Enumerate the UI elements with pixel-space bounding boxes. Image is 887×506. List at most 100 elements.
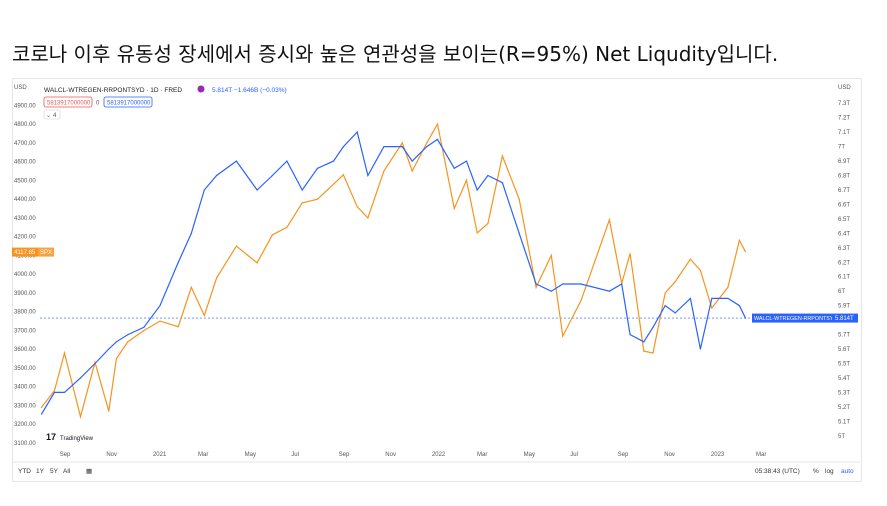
liquidity-data-point [562,283,564,285]
left-tick-label: 3800.00 [14,310,36,316]
right-tick-label: 7.1T [838,130,850,136]
liquidity-data-point [401,146,403,148]
spx-data-point [664,292,666,294]
right-tick-label: 6.3T [838,246,850,252]
right-tick-label: 6.9T [838,159,850,165]
spx-data-point [203,314,205,317]
time-tick-label: 2021 [153,452,167,458]
liquidity-data-point [426,146,428,148]
liquidity-data-point [411,160,413,162]
spx-series-line [41,122,747,420]
range-1y-button[interactable]: 1Y [36,468,45,475]
time-tick-label: Mar [477,452,487,458]
range-ytd-button[interactable]: YTD [18,468,31,475]
liquidity-data-point [476,189,478,191]
liquidity-data-point [664,305,666,307]
liquidity-data-point [115,341,118,343]
auto-toggle[interactable]: auto [841,468,854,475]
liquidity-data-point [53,391,56,393]
spx-data-point [342,174,345,176]
time-tick-label: 2022 [432,452,446,458]
left-tick-label: 4800.00 [14,122,36,128]
spx-data-point [356,206,358,208]
range-5y-button[interactable]: 5Y [50,468,59,475]
liquidity-data-point [94,362,96,365]
left-tick-label: 4900.00 [14,103,36,109]
log-toggle[interactable]: log [825,468,834,475]
liquidity-data-point [177,261,179,263]
spx-data-point [127,341,129,343]
left-tick-label: 4000.00 [14,272,36,278]
time-axis: Sep Nov 2021 Mar May Jul Sep Nov 2022 Mar May Jul Se… [60,452,767,458]
spx-data-point [177,326,179,328]
spx-data-point [63,352,66,354]
liquidity-data-point [465,160,468,162]
buy-box[interactable] [103,96,153,108]
spx-data-point [190,286,192,288]
liquidity-data-point [203,189,205,191]
spx-data-point [411,170,413,172]
liquidity-data-point [535,283,537,285]
chart-change: 5.814T −1.646B (−0.03%) [212,87,287,94]
liquidity-data-point [738,305,740,307]
time-tick-label: Nov [385,452,396,458]
liquidity-data-point [699,348,701,350]
liquidity-data-point [518,232,520,234]
right-tick-label: 6.8T [838,174,850,180]
liquidity-data-point [550,290,552,292]
left-tick-label: 4700.00 [14,141,36,147]
clock-time[interactable]: 05:38:43 (UTC) [755,468,800,475]
indicator-toggle[interactable] [43,109,61,120]
spx-data-point [453,207,455,210]
right-axis: 5T5.1T5.2T5.3T5.4T5.5T5.6T5.7T5.8T5.9T6T… [838,101,850,440]
right-tick-label: 6.1T [838,275,850,281]
right-tick-label: 6T [838,289,845,295]
calendar-icon[interactable]: ▦ [86,468,92,475]
time-tick-label: Nov [664,452,675,458]
liquidity-data-point [215,174,218,177]
spx-data-point [727,286,729,288]
liquidity-badge [752,313,832,323]
spx-data-point [367,217,369,219]
spx-data-point [487,222,489,225]
indicator-count: 4 [53,113,57,119]
liquidity-data-point [316,167,319,169]
liquidity-data-point [501,182,504,184]
chart-symbol-title: WALCL-WTREGEN-RRPONTSYD · 1D · FRED [44,87,182,94]
liquidity-data-point [652,326,654,328]
liquidity-data-point [301,189,303,191]
spx-data-point [94,361,96,363]
liquidity-data-point [711,297,713,300]
time-tick-label: Sep [60,452,71,458]
spx-data-point [674,281,676,283]
right-tick-label: 6.6T [838,202,850,208]
liquidity-data-point [580,283,582,285]
spx-data-point [383,170,385,172]
right-axis-unit: USD [838,85,851,91]
spx-data-point [518,198,520,200]
spx-data-point [550,254,552,257]
chart-frame[interactable] [12,78,862,482]
spx-data-point [286,226,288,228]
time-tick-label: Sep [618,452,629,458]
right-tick-label: 5.6T [838,347,850,353]
time-tick-label: May [245,452,256,458]
spx-data-point [629,252,631,255]
liquidity-data-point [689,297,692,300]
left-tick-label: 3200.00 [14,422,36,428]
liquidity-data-point [356,131,358,133]
right-tick-label: 6.7T [838,188,850,194]
time-tick-label: Jul [570,452,578,458]
tradingview-logo-text: TradingView [60,436,94,442]
spx-data-point [115,357,118,360]
right-tick-label: 6.5T [838,217,850,223]
liquidity-data-point [286,160,288,162]
percent-toggle[interactable]: % [813,468,819,475]
liquidity-data-point [108,348,110,350]
range-all-button[interactable]: All [63,468,71,475]
time-tick-label: Jul [291,452,299,458]
right-tick-label: 7.3T [838,101,850,107]
sell-box[interactable] [43,96,93,108]
left-tick-label: 4600.00 [14,160,36,166]
